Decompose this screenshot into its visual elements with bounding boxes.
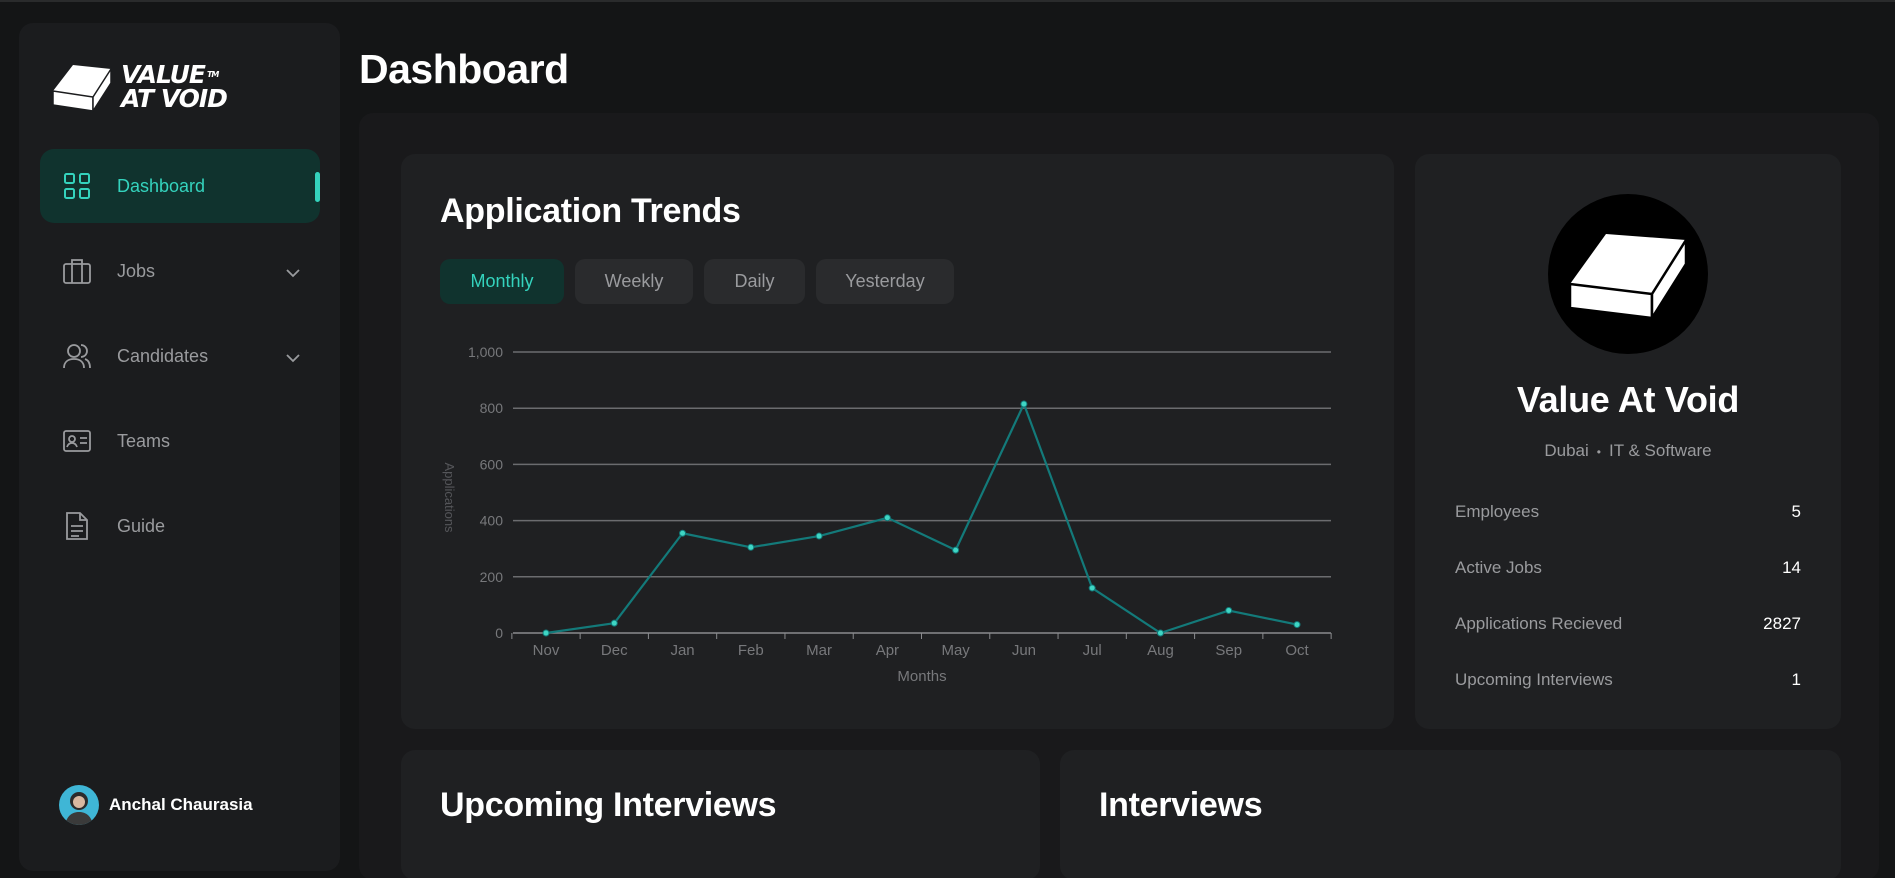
x-tick-label: Dec: [601, 642, 628, 659]
y-tick-label: 600: [480, 456, 504, 472]
stat-label: Active Jobs: [1455, 558, 1542, 577]
page-title: Dashboard: [359, 46, 569, 92]
x-tick-label: Sep: [1215, 642, 1242, 659]
brand-tm: TM: [206, 70, 219, 79]
data-point: [815, 532, 823, 540]
company-location: Dubai: [1544, 441, 1589, 460]
y-tick-label: 200: [480, 569, 504, 585]
data-point: [679, 529, 687, 537]
data-point: [1020, 400, 1028, 408]
x-tick-label: Nov: [533, 642, 560, 659]
y-tick-label: 400: [480, 513, 504, 529]
upcoming-interviews-card: Upcoming Interviews: [401, 750, 1040, 878]
tab-weekly[interactable]: Weekly: [575, 259, 693, 304]
application-trends-card: Application Trends Monthly Weekly Daily …: [401, 154, 1394, 729]
data-point: [610, 619, 618, 627]
data-point: [1225, 607, 1233, 615]
interviews-card: Interviews: [1060, 750, 1841, 878]
sidebar-item-label: Dashboard: [117, 175, 206, 196]
x-tick-label: Apr: [876, 642, 899, 659]
stat-row: Employees 5: [1455, 484, 1801, 540]
sidebar-item-label: Guide: [117, 515, 166, 536]
stat-row: Active Jobs 14: [1455, 540, 1801, 596]
brick-logo-icon: [52, 65, 112, 113]
stat-value: 2827: [1763, 614, 1801, 633]
sidebar-item-jobs[interactable]: Jobs: [40, 234, 320, 308]
brand-line1: VALUE: [121, 60, 206, 89]
sidebar-nav: Dashboard Jobs Candidates: [40, 149, 320, 574]
chevron-down-icon[interactable]: [286, 262, 300, 283]
x-tick-label: Feb: [738, 642, 764, 659]
sidebar-item-dashboard[interactable]: Dashboard: [40, 149, 320, 223]
active-indicator: [315, 172, 320, 202]
stat-label: Applications Recieved: [1455, 614, 1623, 633]
series-line: [545, 402, 1298, 635]
x-tick-label: Aug: [1147, 642, 1174, 659]
tab-yesterday[interactable]: Yesterday: [816, 259, 954, 304]
sidebar-item-label: Teams: [117, 430, 171, 451]
sidebar-item-label: Candidates: [117, 345, 209, 366]
x-tick-label: May: [941, 642, 970, 659]
stat-value: 1: [1791, 670, 1801, 689]
data-point: [747, 543, 755, 551]
company-industry: IT & Software: [1608, 441, 1712, 460]
chevron-down-icon[interactable]: [286, 347, 300, 368]
brand-logo[interactable]: VALUE TM AT VOID: [51, 60, 228, 113]
tab-daily[interactable]: Daily: [704, 259, 805, 304]
users-icon: [63, 342, 91, 370]
stat-value: 14: [1782, 558, 1801, 577]
sidebar-item-candidates[interactable]: Candidates: [40, 319, 320, 393]
period-tabs: Monthly Weekly Daily Yesterday: [440, 259, 965, 304]
x-tick-label: Oct: [1285, 642, 1309, 659]
y-axis-label: Applications: [442, 462, 457, 533]
data-point: [883, 514, 891, 522]
brick-logo-icon: [1568, 234, 1688, 322]
company-meta: Dubai • IT & Software: [1415, 441, 1841, 461]
card-title: Interviews: [1099, 786, 1263, 824]
card-title: Application Trends: [440, 192, 741, 230]
briefcase-icon: [63, 257, 91, 285]
stat-label: Employees: [1455, 502, 1540, 521]
tab-monthly[interactable]: Monthly: [440, 259, 564, 304]
sidebar-item-guide[interactable]: Guide: [40, 489, 320, 563]
x-axis-label: Months: [897, 668, 946, 685]
stat-row: Upcoming Interviews 1: [1455, 652, 1801, 708]
stat-value: 5: [1791, 502, 1801, 521]
grid-icon: [63, 172, 91, 200]
card-title: Upcoming Interviews: [440, 786, 777, 824]
company-stats: Employees 5 Active Jobs 14 Applications …: [1455, 484, 1801, 708]
data-point: [542, 629, 550, 637]
stat-label: Upcoming Interviews: [1455, 670, 1613, 689]
meta-separator: •: [1596, 444, 1601, 459]
stat-row: Applications Recieved 2827: [1455, 596, 1801, 652]
company-profile-card: Value At Void Dubai • IT & Software Employ…: [1415, 154, 1841, 729]
data-point: [1088, 584, 1096, 592]
data-point: [1293, 621, 1301, 629]
x-tick-label: Jan: [670, 642, 694, 659]
brand-wordmark: VALUE TM AT VOID: [121, 60, 228, 113]
x-tick-label: Jun: [1012, 642, 1036, 659]
user-name: Anchal Chaurasia: [109, 795, 253, 814]
sidebar: VALUE TM AT VOID Dashboard Jobs: [19, 23, 340, 871]
brand-line2: AT VOID: [121, 84, 228, 113]
y-tick-label: 1,000: [468, 344, 503, 360]
x-tick-label: Mar: [806, 642, 832, 659]
company-logo: [1548, 194, 1708, 354]
company-name: Value At Void: [1516, 379, 1740, 420]
avatar: [59, 785, 99, 825]
id-card-icon: [63, 427, 91, 455]
document-icon: [63, 512, 91, 540]
y-tick-label: 800: [480, 400, 504, 416]
user-profile[interactable]: Anchal Chaurasia: [59, 785, 253, 825]
data-point: [1156, 629, 1164, 637]
x-tick-label: Jul: [1083, 642, 1102, 659]
application-trends-chart: 0 200 400 600 800 1,000 Nov Dec Jan Feb Mar Apr May J…: [442, 344, 1332, 685]
data-point: [952, 546, 960, 554]
sidebar-item-teams[interactable]: Teams: [40, 404, 320, 478]
y-tick-label: 0: [495, 625, 503, 641]
sidebar-item-label: Jobs: [117, 260, 156, 281]
